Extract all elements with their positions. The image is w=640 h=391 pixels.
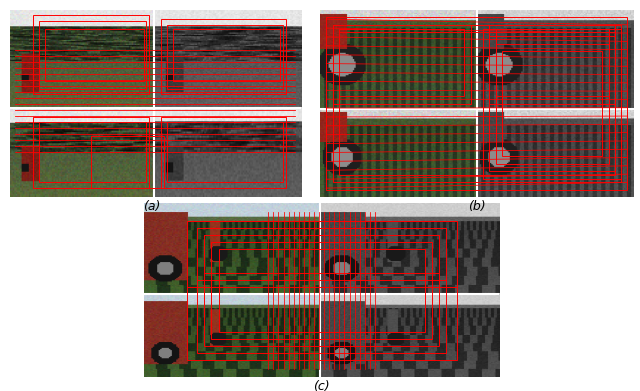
Bar: [167, 122, 284, 183]
Bar: [187, 221, 456, 287]
Text: (b): (b): [468, 200, 486, 213]
Bar: [173, 29, 280, 81]
Bar: [219, 249, 424, 332]
Bar: [197, 228, 446, 353]
Bar: [197, 228, 446, 280]
Bar: [495, 43, 609, 164]
Bar: [333, 25, 621, 183]
Bar: [502, 51, 602, 156]
Bar: [45, 29, 143, 81]
Bar: [490, 25, 615, 104]
Bar: [33, 117, 149, 188]
Bar: [483, 29, 621, 179]
Bar: [38, 21, 147, 89]
Bar: [38, 122, 147, 183]
Bar: [495, 29, 609, 96]
Bar: [91, 136, 164, 188]
Bar: [161, 117, 286, 188]
Bar: [167, 25, 284, 89]
Bar: [339, 29, 464, 96]
Text: (c): (c): [313, 380, 330, 391]
Bar: [204, 235, 439, 273]
Bar: [187, 221, 456, 360]
Text: (a): (a): [143, 200, 161, 213]
Bar: [204, 235, 439, 346]
Bar: [211, 242, 432, 339]
Bar: [333, 25, 470, 104]
Bar: [490, 36, 615, 171]
Bar: [339, 32, 615, 175]
Bar: [33, 15, 149, 94]
Bar: [161, 19, 286, 94]
